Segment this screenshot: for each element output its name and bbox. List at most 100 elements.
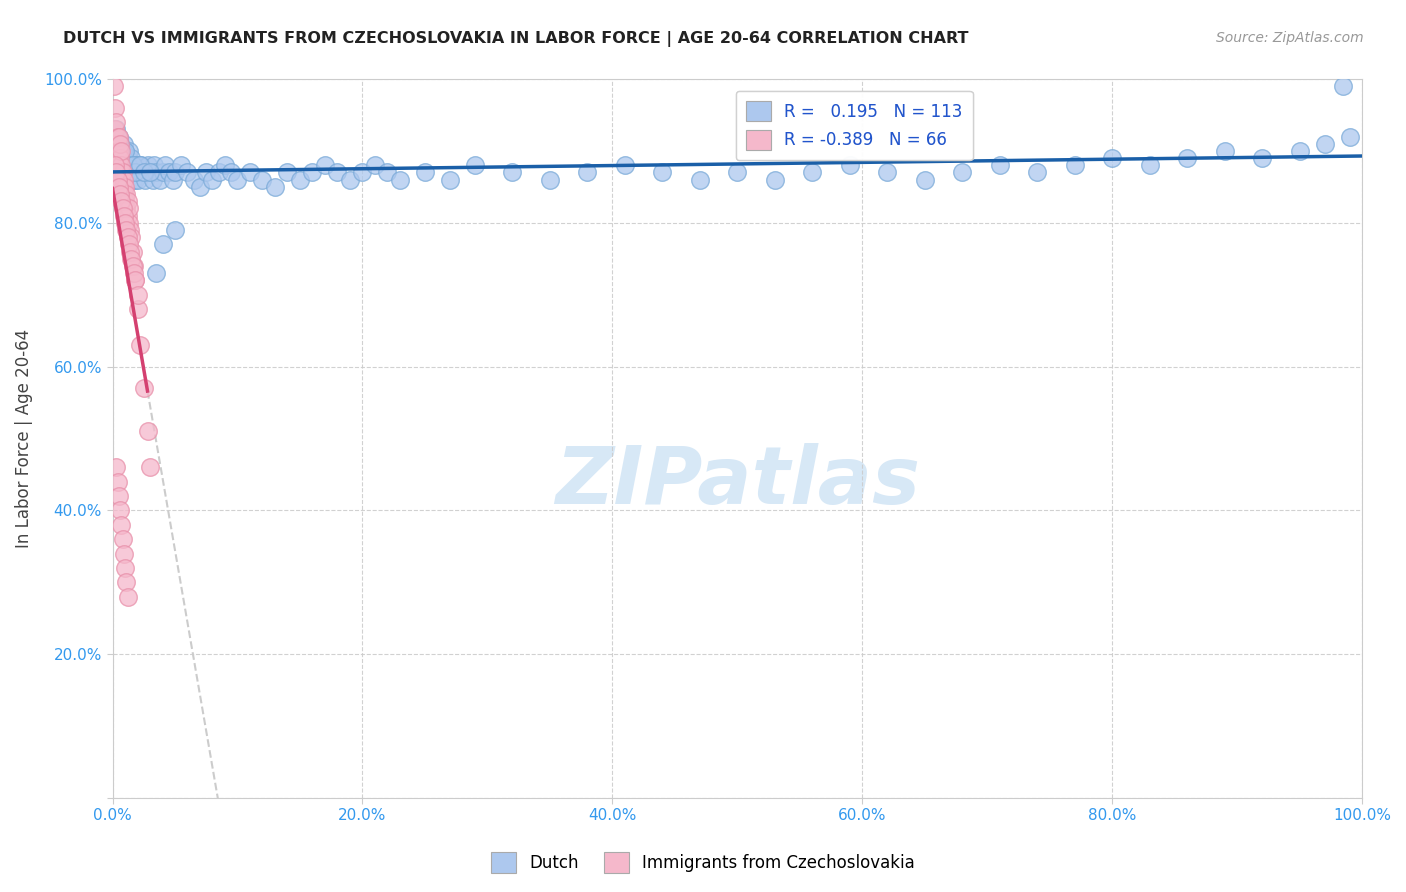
Point: [115, 158, 138, 172]
Point: [129, 158, 152, 172]
Point: [208, 165, 231, 179]
Point: [120, 151, 142, 165]
Point: [129, 158, 152, 172]
Point: [108, 136, 131, 151]
Point: [129, 338, 152, 352]
Point: [107, 172, 129, 186]
Point: [117, 158, 139, 172]
Point: [107, 129, 129, 144]
Point: [121, 158, 143, 172]
Point: [352, 165, 374, 179]
Point: [120, 252, 142, 266]
Point: [1313, 136, 1336, 151]
Point: [112, 158, 135, 172]
Point: [801, 165, 824, 179]
Point: [117, 158, 139, 172]
Point: [115, 575, 138, 590]
Point: [103, 79, 125, 94]
Point: [1288, 144, 1310, 158]
Point: [108, 136, 131, 151]
Point: [914, 172, 936, 186]
Point: [114, 144, 136, 158]
Point: [121, 259, 143, 273]
Point: [114, 216, 136, 230]
Point: [1251, 151, 1274, 165]
Point: [105, 460, 128, 475]
Point: [838, 158, 860, 172]
Point: [124, 273, 146, 287]
Point: [111, 151, 134, 165]
Text: DUTCH VS IMMIGRANTS FROM CZECHOSLOVAKIA IN LABOR FORCE | AGE 20-64 CORRELATION C: DUTCH VS IMMIGRANTS FROM CZECHOSLOVAKIA …: [63, 31, 969, 47]
Point: [110, 165, 132, 179]
Point: [136, 425, 159, 439]
Point: [127, 287, 149, 301]
Point: [111, 532, 134, 546]
Point: [127, 302, 149, 317]
Point: [110, 172, 132, 186]
Point: [264, 179, 287, 194]
Point: [107, 144, 129, 158]
Point: [201, 172, 224, 186]
Point: [104, 151, 127, 165]
Point: [1339, 129, 1361, 144]
Point: [104, 158, 127, 172]
Point: [117, 209, 139, 223]
Point: [651, 165, 673, 179]
Point: [112, 209, 135, 223]
Point: [127, 158, 149, 172]
Point: [239, 165, 262, 179]
Point: [111, 179, 134, 194]
Point: [950, 165, 973, 179]
Point: [108, 165, 131, 179]
Point: [439, 172, 461, 186]
Point: [107, 179, 129, 194]
Point: [112, 547, 135, 561]
Legend: Dutch, Immigrants from Czechoslovakia: Dutch, Immigrants from Czechoslovakia: [485, 846, 921, 880]
Point: [142, 158, 165, 172]
Point: [725, 165, 748, 179]
Point: [125, 165, 148, 179]
Point: [613, 158, 636, 172]
Point: [111, 144, 134, 158]
Point: [107, 158, 129, 172]
Point: [118, 244, 141, 259]
Point: [132, 165, 155, 179]
Point: [1331, 79, 1354, 94]
Point: [122, 266, 145, 280]
Point: [115, 202, 138, 216]
Point: [110, 194, 132, 209]
Point: [501, 165, 523, 179]
Point: [136, 158, 159, 172]
Point: [163, 165, 186, 179]
Point: [114, 151, 136, 165]
Point: [1175, 151, 1198, 165]
Point: [112, 187, 135, 202]
Legend: R =   0.195   N = 113, R = -0.389   N = 66: R = 0.195 N = 113, R = -0.389 N = 66: [735, 91, 973, 160]
Point: [107, 144, 129, 158]
Point: [149, 172, 172, 186]
Point: [139, 165, 162, 179]
Point: [152, 237, 174, 252]
Point: [876, 165, 898, 179]
Point: [120, 165, 142, 179]
Point: [129, 165, 152, 179]
Point: [364, 158, 387, 172]
Point: [118, 216, 141, 230]
Point: [108, 503, 131, 517]
Point: [105, 136, 128, 151]
Point: [105, 165, 128, 179]
Point: [111, 172, 134, 186]
Point: [157, 165, 180, 179]
Point: [152, 165, 174, 179]
Point: [145, 165, 167, 179]
Point: [105, 122, 128, 136]
Point: [219, 165, 242, 179]
Point: [124, 273, 146, 287]
Point: [105, 115, 128, 129]
Point: [118, 144, 141, 158]
Point: [114, 144, 136, 158]
Point: [118, 237, 141, 252]
Point: [188, 179, 211, 194]
Point: [118, 158, 141, 172]
Point: [112, 172, 135, 186]
